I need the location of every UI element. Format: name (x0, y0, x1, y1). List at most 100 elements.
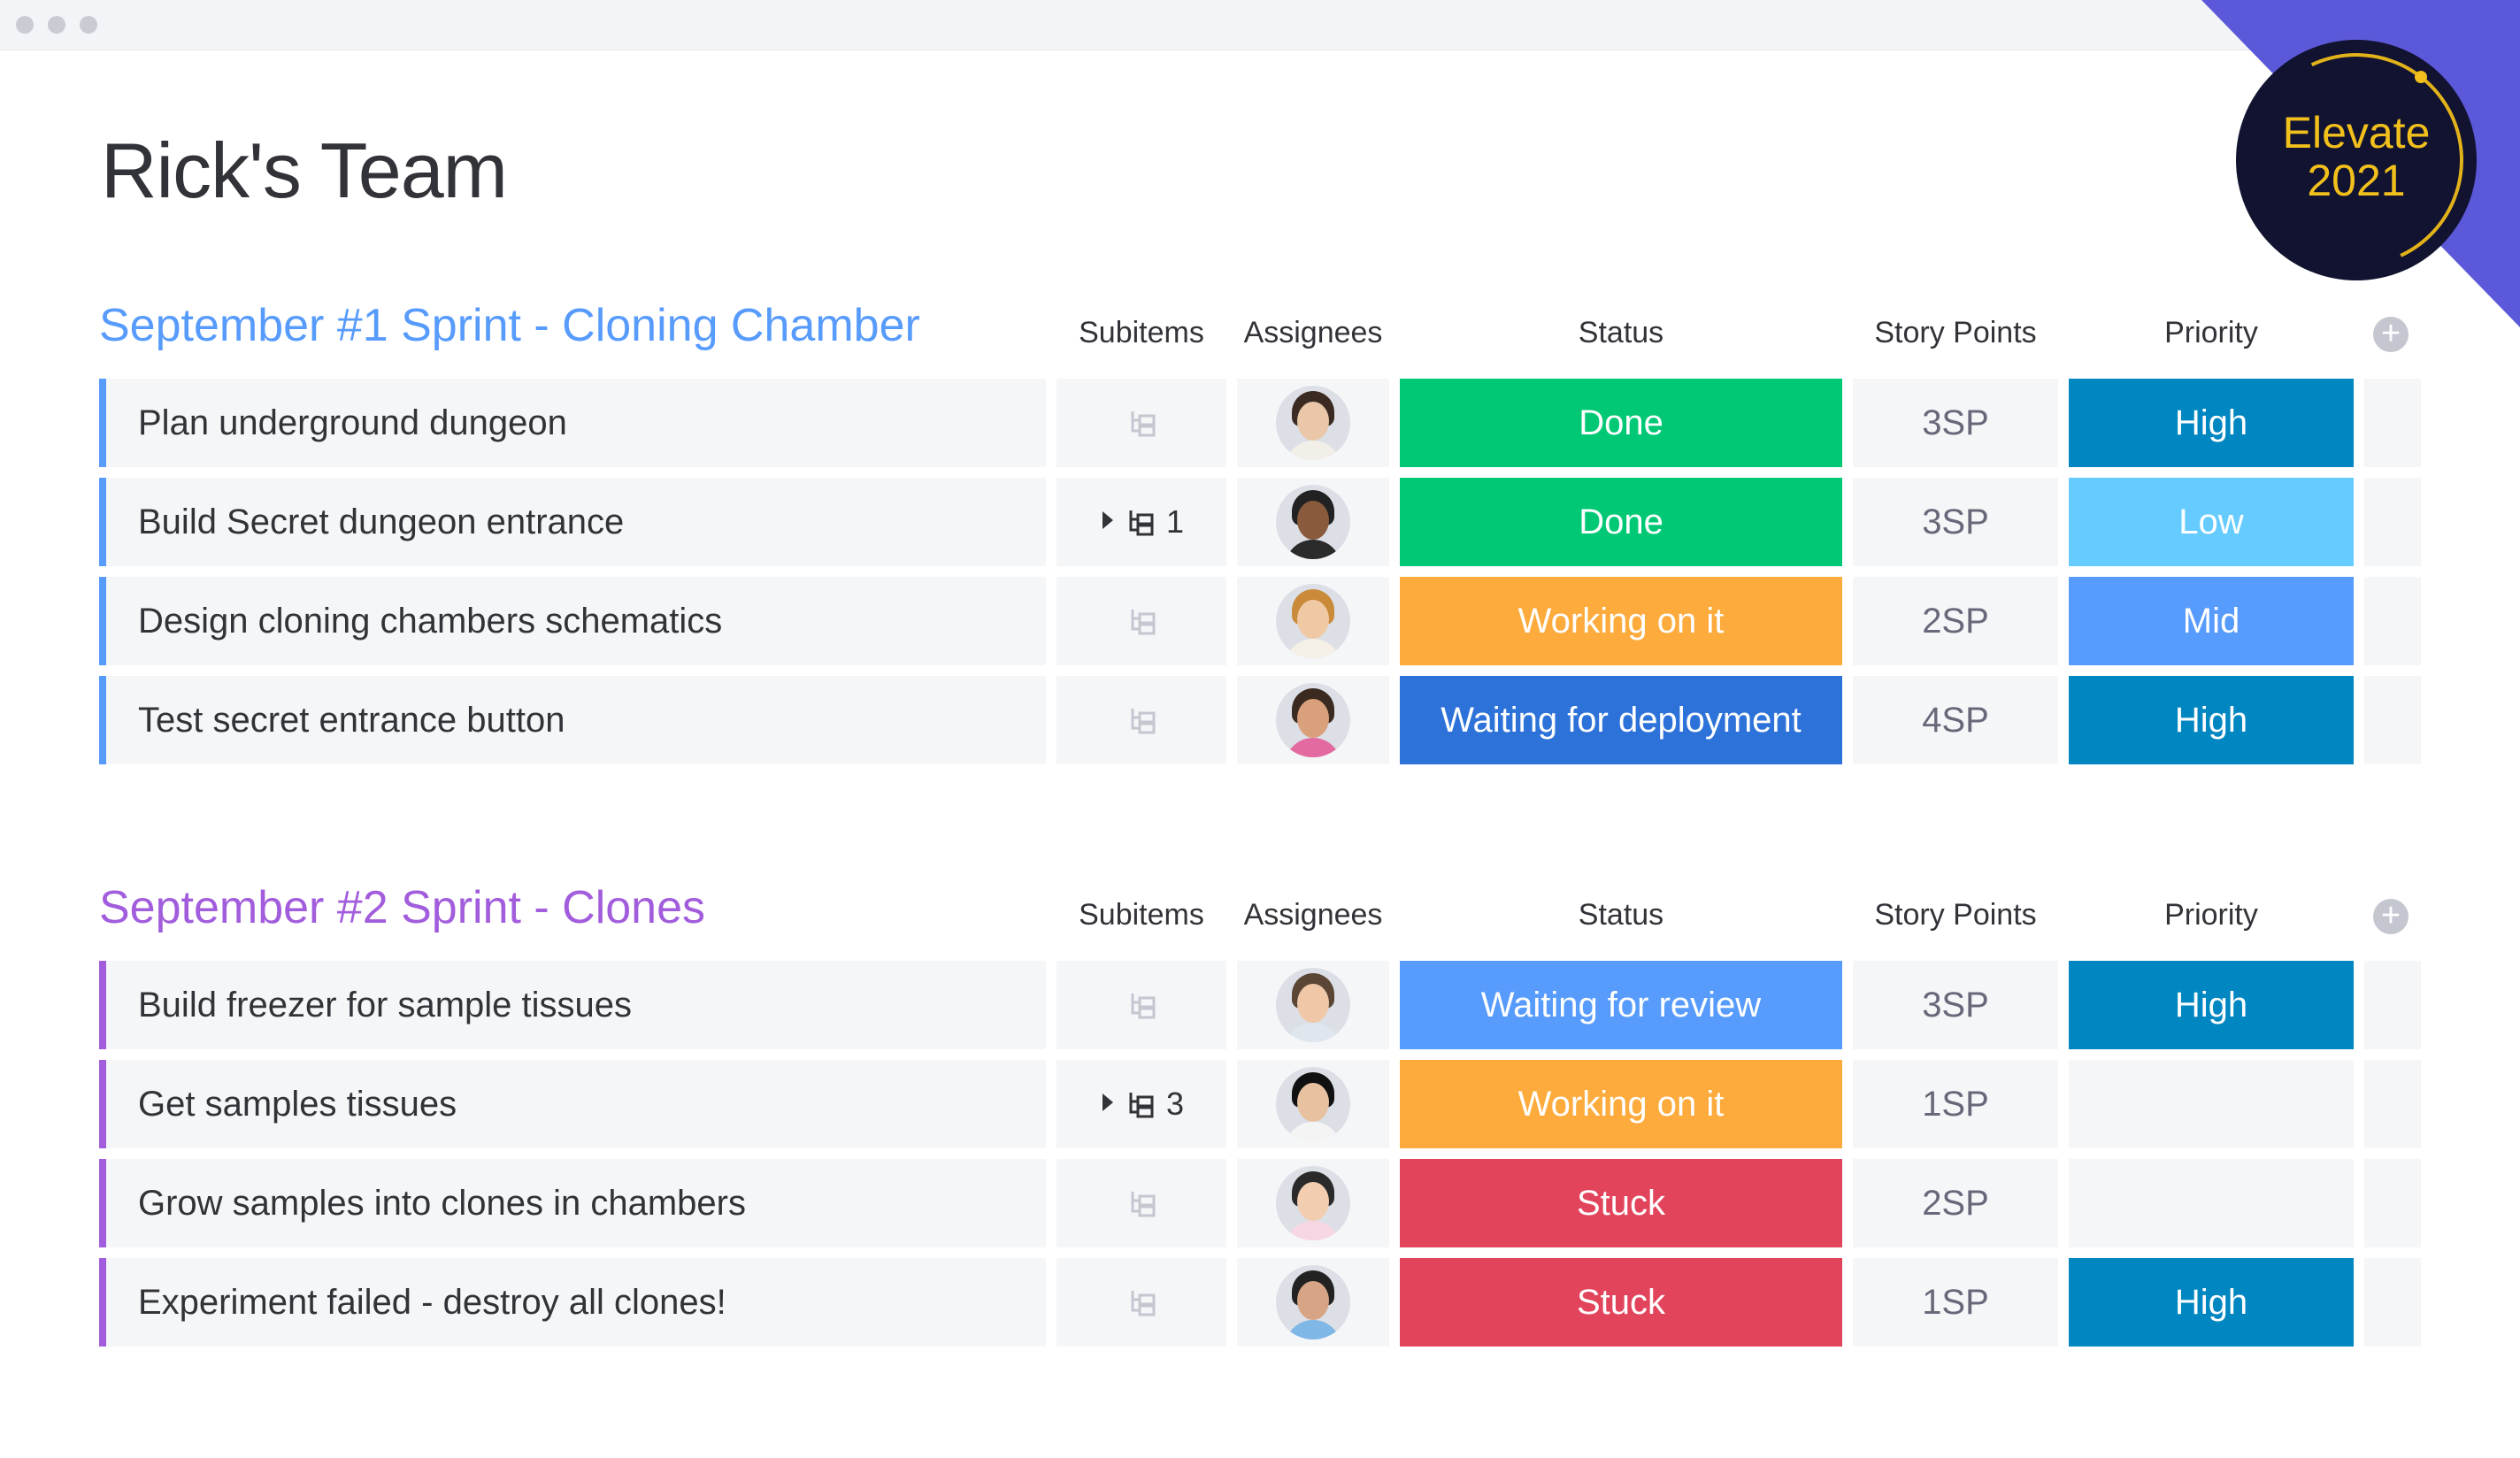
group-color-bar (99, 1060, 106, 1148)
item-name[interactable]: Test secret entrance button (138, 701, 565, 740)
status-cell[interactable]: Stuck (1400, 1258, 1842, 1347)
item-name[interactable]: Plan underground dungeon (138, 403, 567, 442)
priority-cell[interactable]: Low (2069, 478, 2354, 566)
item-name-cell[interactable]: Get samples tissues (99, 1060, 1046, 1148)
table-row[interactable]: Get samples tissues 3 Working on it 1SP (99, 1060, 2421, 1148)
avatar[interactable] (1276, 1067, 1350, 1141)
item-name[interactable]: Build freezer for sample tissues (138, 986, 633, 1024)
column-header-story-points[interactable]: Story Points (1874, 898, 2037, 932)
expand-arrow-icon[interactable] (1102, 1094, 1113, 1111)
story-points-cell[interactable]: 3SP (1853, 478, 2058, 566)
column-header-priority[interactable]: Priority (2164, 898, 2258, 932)
avatar[interactable] (1276, 584, 1350, 658)
subitems-cell[interactable] (1056, 1159, 1226, 1247)
story-points-cell[interactable]: 4SP (1853, 676, 2058, 764)
priority-cell[interactable]: High (2069, 1258, 2354, 1347)
table-row[interactable]: Build Secret dungeon entrance 1 Done 3SP Low (99, 478, 2421, 566)
priority-cell[interactable]: Mid (2069, 577, 2354, 665)
column-header-subitems[interactable]: Subitems (1079, 316, 1204, 349)
story-points-cell[interactable]: 3SP (1853, 379, 2058, 467)
window-dot-icon (48, 16, 65, 34)
avatar-body (1285, 1122, 1341, 1141)
status-cell[interactable]: Stuck (1400, 1159, 1842, 1247)
table-row[interactable]: Grow samples into clones in chambers Stuc… (99, 1159, 2421, 1247)
assignee-cell[interactable] (1237, 379, 1389, 467)
status-cell[interactable]: Working on it (1400, 1060, 1842, 1148)
story-points-cell[interactable]: 2SP (1853, 577, 2058, 665)
story-points-cell[interactable]: 1SP (1853, 1258, 2058, 1347)
item-name-cell[interactable]: Grow samples into clones in chambers (99, 1159, 1046, 1247)
priority-cell[interactable]: High (2069, 379, 2354, 467)
avatar-body (1285, 1221, 1341, 1240)
avatar[interactable] (1276, 968, 1350, 1042)
column-header-status[interactable]: Status (1578, 898, 1664, 932)
priority-cell[interactable]: High (2069, 676, 2354, 764)
story-points-cell[interactable]: 3SP (1853, 961, 2058, 1049)
item-name[interactable]: Design cloning chambers schematics (138, 602, 723, 641)
status-cell[interactable]: Working on it (1400, 577, 1842, 665)
assignee-cell[interactable] (1237, 577, 1389, 665)
subitems-cell[interactable]: 1 (1056, 478, 1226, 566)
column-header-assignees[interactable]: Assignees (1243, 316, 1383, 349)
add-column-icon[interactable]: + (2373, 899, 2409, 934)
group-title[interactable]: September #1 Sprint - Cloning Chamber (99, 300, 920, 351)
group-color-bar (99, 1258, 106, 1347)
avatar[interactable] (1276, 485, 1350, 559)
status-cell[interactable]: Waiting for deployment (1400, 676, 1842, 764)
status-cell[interactable]: Waiting for review (1400, 961, 1842, 1049)
avatar[interactable] (1276, 1265, 1350, 1339)
group-title[interactable]: September #2 Sprint - Clones (99, 882, 706, 933)
column-header-assignees[interactable]: Assignees (1243, 898, 1383, 932)
table-row[interactable]: Experiment failed - destroy all clones! S… (99, 1258, 2421, 1347)
item-name[interactable]: Grow samples into clones in chambers (138, 1184, 746, 1223)
priority-cell[interactable] (2069, 1060, 2354, 1148)
expand-arrow-icon[interactable] (1102, 511, 1113, 529)
column-header-story-points[interactable]: Story Points (1874, 316, 2037, 349)
badge-text: Elevate 2021 (2236, 109, 2477, 204)
avatar-face (1297, 1281, 1329, 1320)
table-row[interactable]: Build freezer for sample tissues Waiting … (99, 961, 2421, 1049)
item-name-cell[interactable]: Design cloning chambers schematics (99, 577, 1046, 665)
empty-column-cell (2364, 577, 2421, 665)
subitems-cell[interactable] (1056, 577, 1226, 665)
item-name-cell[interactable]: Build Secret dungeon entrance (99, 478, 1046, 566)
column-header-priority[interactable]: Priority (2164, 316, 2258, 349)
subitems-cell[interactable] (1056, 676, 1226, 764)
assignee-cell[interactable] (1237, 676, 1389, 764)
avatar[interactable] (1276, 1166, 1350, 1240)
column-header-subitems[interactable]: Subitems (1079, 898, 1204, 932)
assignee-cell[interactable] (1237, 1258, 1389, 1347)
assignee-cell[interactable] (1237, 961, 1389, 1049)
table-row[interactable]: Test secret entrance button Waiting for d… (99, 676, 2421, 764)
avatar[interactable] (1276, 683, 1350, 757)
item-name-cell[interactable]: Test secret entrance button (99, 676, 1046, 764)
table-row[interactable]: Design cloning chambers schematics Workin… (99, 577, 2421, 665)
status-cell[interactable]: Done (1400, 478, 1842, 566)
subitems-cell[interactable] (1056, 379, 1226, 467)
table-row[interactable]: Plan underground dungeon Done 3SP High (99, 379, 2421, 467)
status-cell[interactable]: Done (1400, 379, 1842, 467)
item-name-cell[interactable]: Build freezer for sample tissues (99, 961, 1046, 1049)
group-section: September #2 Sprint - Clones Subitems Assi… (0, 881, 2520, 1377)
priority-cell[interactable]: High (2069, 961, 2354, 1049)
item-name-cell[interactable]: Experiment failed - destroy all clones! (99, 1258, 1046, 1347)
subitems-cell[interactable] (1056, 961, 1226, 1049)
story-points-cell[interactable]: 1SP (1853, 1060, 2058, 1148)
item-name[interactable]: Get samples tissues (138, 1085, 457, 1124)
add-column-icon[interactable]: + (2373, 317, 2409, 352)
avatar-body (1285, 1023, 1341, 1042)
story-points-cell[interactable]: 2SP (1853, 1159, 2058, 1247)
column-header-status[interactable]: Status (1578, 316, 1664, 349)
item-name-cell[interactable]: Plan underground dungeon (99, 379, 1046, 467)
item-name[interactable]: Experiment failed - destroy all clones! (138, 1283, 726, 1322)
assignee-cell[interactable] (1237, 1060, 1389, 1148)
assignee-cell[interactable] (1237, 1159, 1389, 1247)
assignee-cell[interactable] (1237, 478, 1389, 566)
avatar[interactable] (1276, 386, 1350, 460)
subitems-cell[interactable] (1056, 1258, 1226, 1347)
priority-cell[interactable] (2069, 1159, 2354, 1247)
item-name[interactable]: Build Secret dungeon entrance (138, 503, 625, 541)
subitems-cell[interactable]: 3 (1056, 1060, 1226, 1148)
avatar-face (1297, 402, 1329, 441)
empty-column-cell (2364, 1258, 2421, 1347)
